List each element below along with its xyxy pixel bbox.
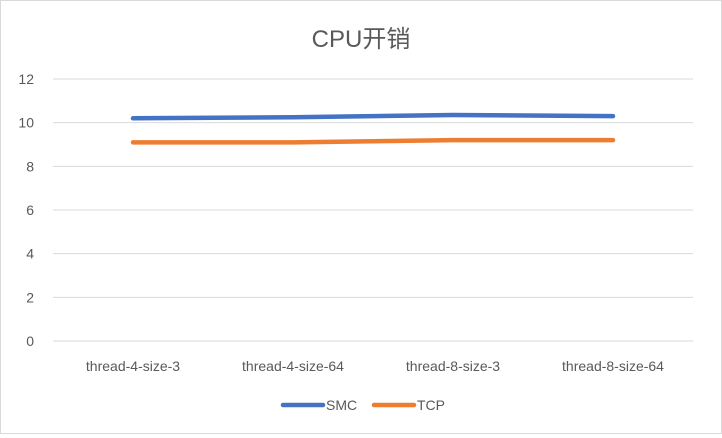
x-tick-label: thread-4-size-64: [242, 358, 344, 374]
y-axis-tick-labels: 0 2 4 6 8 10 12: [18, 71, 34, 349]
series-line-tcp: [133, 140, 613, 142]
y-tick-label: 4: [26, 246, 34, 262]
y-tick-label: 10: [18, 115, 34, 131]
legend-label-tcp: TCP: [417, 397, 445, 413]
x-tick-label: thread-8-size-3: [406, 358, 500, 374]
series-lines: [133, 115, 613, 142]
series-line-smc: [133, 115, 613, 118]
chart-title: CPU开销: [312, 26, 411, 53]
y-tick-label: 6: [26, 202, 34, 218]
x-axis-tick-labels: thread-4-size-3 thread-4-size-64 thread-8-…: [86, 358, 664, 374]
y-tick-label: 0: [26, 333, 34, 349]
x-tick-label: thread-8-size-64: [562, 358, 664, 374]
legend: SMC TCP: [283, 397, 445, 413]
x-tick-label: thread-4-size-3: [86, 358, 180, 374]
y-tick-label: 12: [18, 71, 34, 87]
legend-label-smc: SMC: [326, 397, 357, 413]
y-tick-label: 8: [26, 158, 34, 174]
y-tick-label: 2: [26, 289, 34, 305]
